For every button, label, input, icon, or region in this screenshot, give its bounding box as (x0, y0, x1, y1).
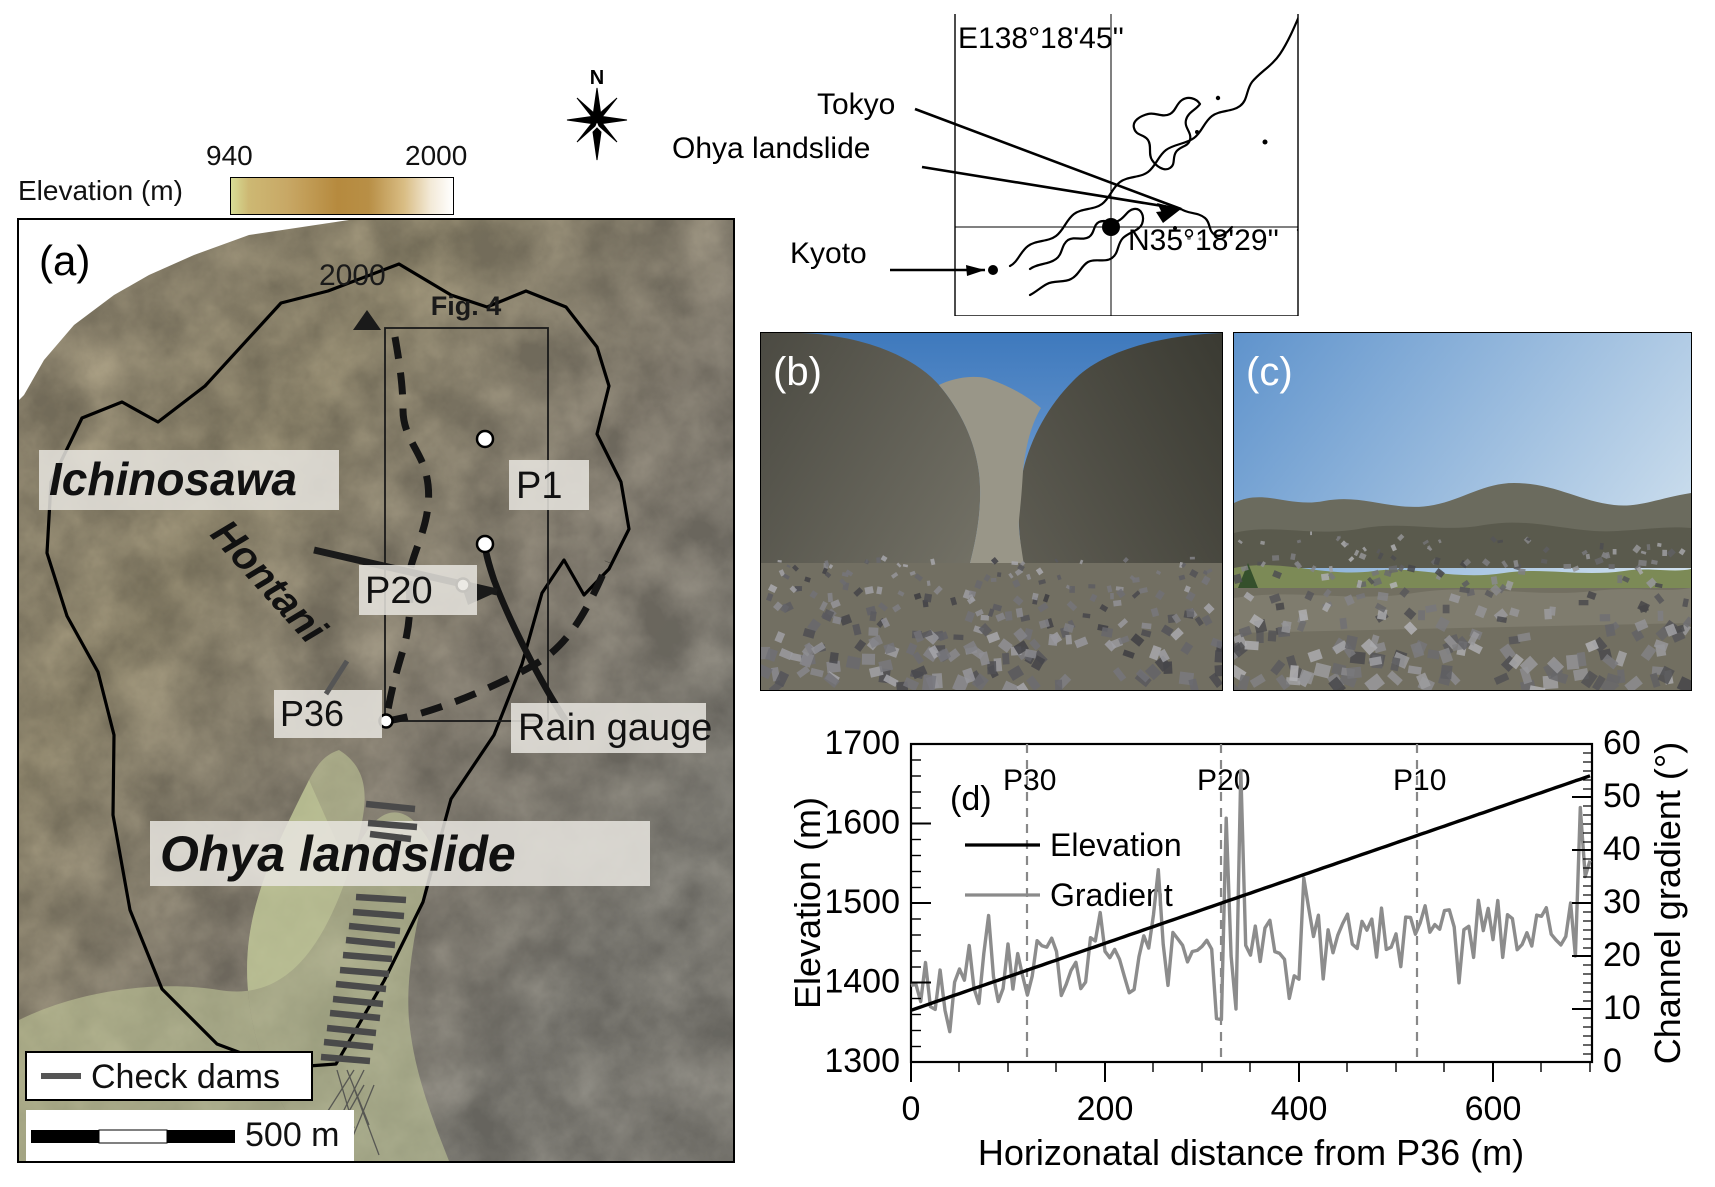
svg-text:1700: 1700 (824, 724, 900, 762)
svg-text:0: 0 (1603, 1042, 1622, 1080)
svg-text:60: 60 (1603, 724, 1641, 762)
svg-text:50: 50 (1603, 777, 1641, 815)
svg-text:10: 10 (1603, 989, 1641, 1027)
svg-text:Horizonatal distance from P36: Horizonatal distance from P36 (m) (978, 1132, 1524, 1173)
svg-text:(d): (d) (950, 780, 992, 818)
svg-text:400: 400 (1271, 1090, 1328, 1128)
svg-text:1300: 1300 (824, 1042, 900, 1080)
svg-text:20: 20 (1603, 936, 1641, 974)
svg-text:1600: 1600 (824, 804, 900, 842)
svg-text:600: 600 (1465, 1090, 1522, 1128)
svg-text:P10: P10 (1393, 764, 1446, 797)
svg-text:Elevation (m): Elevation (m) (787, 797, 828, 1009)
svg-text:P30: P30 (1003, 764, 1056, 797)
svg-text:1400: 1400 (824, 963, 900, 1001)
svg-text:0: 0 (902, 1090, 921, 1128)
svg-text:1500: 1500 (824, 883, 900, 921)
svg-text:Channel gradient (°): Channel gradient (°) (1647, 742, 1688, 1065)
svg-text:200: 200 (1077, 1090, 1134, 1128)
svg-text:Elevation: Elevation (1050, 827, 1182, 863)
svg-text:30: 30 (1603, 883, 1641, 921)
svg-text:40: 40 (1603, 830, 1641, 868)
